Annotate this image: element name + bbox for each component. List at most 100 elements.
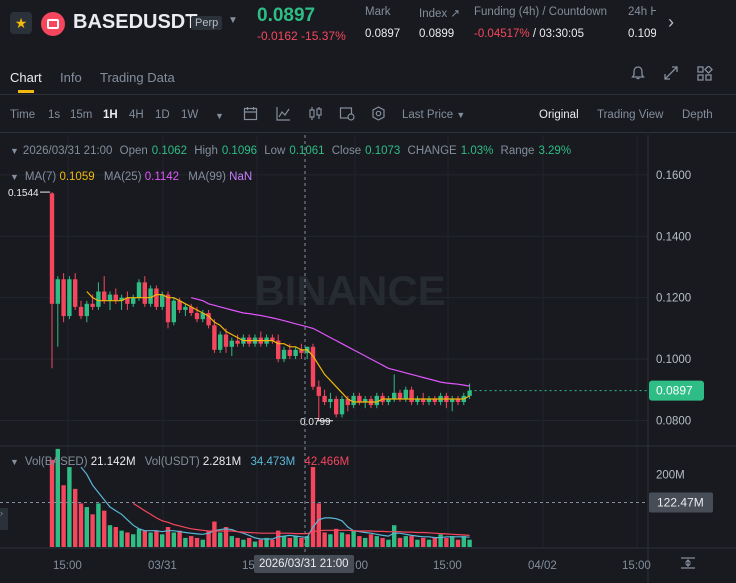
collapse-chevron-icon[interactable]: ▼: [10, 457, 19, 467]
divider: [0, 94, 736, 95]
tab-info[interactable]: Info: [60, 70, 82, 85]
candle-body: [339, 398, 345, 415]
volume-bar: [223, 527, 229, 547]
volume-bar: [380, 537, 385, 547]
collapse-chevron-icon[interactable]: ▼: [10, 172, 19, 182]
volume-bar: [90, 514, 95, 547]
candle-body: [160, 294, 165, 307]
price-chart[interactable]: BINANCE 0.1600 0.1400 0.1200 0.1000 0.0800 0.0…: [0, 135, 736, 583]
ma25-value: 0.1142: [144, 171, 180, 183]
interval-1s[interactable]: 1s: [48, 109, 61, 121]
tab-trading-data[interactable]: Trading Data: [100, 70, 175, 85]
view-depth[interactable]: Depth: [682, 109, 713, 121]
volume-bar: [328, 534, 333, 547]
funding-label: Funding (4h) / Countdown: [474, 6, 607, 18]
open-label: Open: [119, 145, 148, 157]
interval-1d[interactable]: 1D: [155, 109, 170, 121]
volume-bar: [113, 527, 118, 547]
volume-bar: [310, 467, 316, 547]
candle-body: [67, 279, 72, 317]
star-icon[interactable]: ★: [10, 12, 32, 34]
panel-collapse-handle[interactable]: ›: [0, 508, 8, 530]
volume-bar: [247, 537, 252, 547]
candle-body: [171, 300, 176, 323]
candle-body: [432, 398, 437, 403]
volume-bar: [200, 539, 205, 547]
ma99-label: MA(99): [188, 171, 226, 183]
low-value: 0.1061: [289, 145, 325, 157]
interval-more-chevron-icon[interactable]: ▼: [215, 111, 224, 121]
symbol-name[interactable]: BASEDUSDT: [73, 11, 198, 33]
volume-bar: [409, 536, 414, 547]
chevron-down-icon[interactable]: ▼: [228, 15, 238, 26]
volume-bar: [218, 532, 223, 547]
last-price: 0.0897: [257, 5, 316, 26]
interval-1h[interactable]: 1H: [103, 109, 118, 121]
volume-bar: [426, 539, 432, 547]
change-label: CHANGE: [407, 145, 457, 157]
interval-15m[interactable]: 15m: [70, 109, 93, 121]
close-label: Close: [331, 145, 362, 157]
axis-scale-icon[interactable]: [680, 556, 696, 573]
price-type-select[interactable]: Last Price ▼: [402, 109, 465, 121]
price-change-pct: -15.37%: [301, 29, 346, 43]
line-tool-icon[interactable]: [276, 106, 291, 124]
x-tick-label: 04/02: [528, 560, 557, 572]
chevron-right-icon[interactable]: ›: [668, 12, 674, 32]
index-label[interactable]: Index ↗: [419, 8, 460, 20]
candle-body: [136, 282, 142, 298]
price-change-abs: -0.0162: [257, 29, 298, 43]
volume-bar: [316, 503, 321, 547]
volume-bar: [148, 532, 153, 547]
volume-bar: [241, 539, 246, 547]
price-axis-label: 0.1200: [656, 293, 691, 305]
volume-bar: [345, 534, 350, 547]
crosshair-time-tag: 2026/03/31 21:00: [254, 555, 354, 573]
candle-body: [392, 392, 397, 399]
calendar-icon[interactable]: [243, 106, 258, 124]
view-original[interactable]: Original: [539, 109, 579, 121]
candle-body: [73, 279, 78, 307]
candle-body: [415, 398, 420, 403]
candle-body: [455, 398, 461, 403]
indicator-icon[interactable]: [339, 106, 355, 124]
expand-icon[interactable]: [664, 66, 678, 84]
volume-bar: [334, 528, 339, 547]
price-type-label: Last Price: [402, 109, 454, 121]
view-trading-view[interactable]: Trading View: [597, 109, 664, 121]
volume-bar: [212, 521, 217, 547]
close-value: 0.1073: [365, 145, 401, 157]
ma7-value: 0.1059: [59, 171, 95, 183]
mark-value: 0.0897: [365, 28, 401, 40]
layout-grid-icon[interactable]: [697, 65, 713, 86]
volume-cursor-tag-text: 122.47M: [657, 496, 704, 510]
volume-bar: [299, 537, 304, 547]
settings-icon[interactable]: [371, 106, 386, 124]
high24-label: 24h H: [628, 6, 656, 18]
interval-1w[interactable]: 1W: [181, 109, 199, 121]
volume-bar: [450, 536, 455, 547]
ma25-line: [191, 297, 470, 387]
volume-bar: [55, 448, 60, 547]
candle-body: [84, 303, 89, 317]
contract-type-badge: Perp: [191, 16, 223, 30]
volume-bar: [276, 530, 281, 547]
volume-bar: [444, 537, 449, 547]
volume-bar: [264, 537, 269, 547]
candle-body: [119, 297, 124, 301]
mark-label: Mark: [365, 6, 391, 18]
bell-icon[interactable]: [631, 66, 645, 85]
tab-chart[interactable]: Chart: [10, 70, 42, 85]
volume-bar: [84, 507, 89, 547]
candle-body: [357, 395, 362, 403]
candle-body: [421, 398, 426, 403]
price-axis-label: 0.1000: [656, 354, 691, 366]
candle-body: [229, 340, 234, 347]
candle-body: [276, 340, 281, 360]
candle-type-icon[interactable]: [308, 106, 323, 124]
interval-4h[interactable]: 4H: [129, 109, 144, 121]
candle-body: [218, 334, 223, 350]
collapse-chevron-icon[interactable]: ▼: [10, 146, 19, 156]
price-axis-label: 0.0800: [656, 415, 691, 427]
volume-bar: [171, 532, 176, 547]
